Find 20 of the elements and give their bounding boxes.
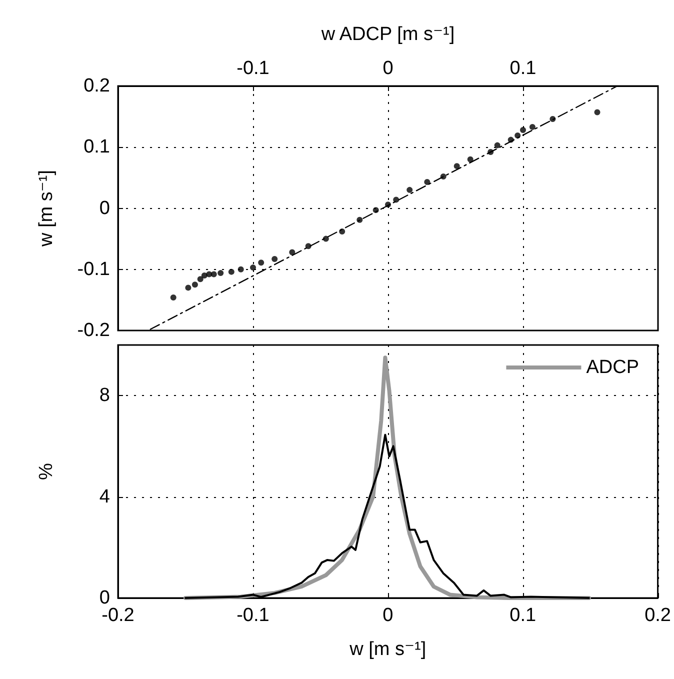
y-axis-title: % (36, 462, 57, 480)
y-tick-label: -0.1 (77, 258, 110, 280)
x-tick-label: -0.1 (236, 605, 270, 626)
y-tick-label: 0 (99, 198, 110, 219)
y-tick-label: 0 (99, 588, 110, 608)
y-tick-label: 4 (99, 486, 110, 508)
y-tick-label: 0.2 (84, 76, 110, 96)
y-tick-label: 8 (99, 385, 110, 406)
x-tick-label: 0.2 (644, 605, 672, 626)
x-tick-label: -0.1 (236, 58, 270, 79)
y-tick-label: -0.2 (77, 320, 110, 341)
x-tick-label: 0 (382, 58, 394, 79)
y-axis-title: w [m s⁻¹] (36, 170, 57, 248)
legend-label: ADCP (586, 357, 640, 378)
x-axis-title: w [m s⁻¹] (348, 639, 426, 660)
x-tick-label: 0 (382, 605, 394, 626)
y-tick-label: 0.1 (84, 136, 110, 158)
x-tick-label: 0.1 (510, 605, 536, 626)
x-tick-label: 0.1 (510, 58, 536, 79)
x-axis-title: w ADCP [m s⁻¹] (320, 24, 455, 45)
